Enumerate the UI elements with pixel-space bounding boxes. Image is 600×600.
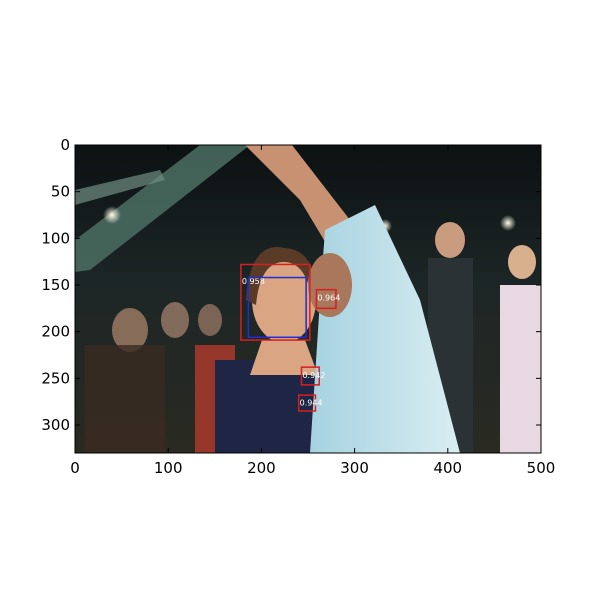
y-tick-label: 250 — [41, 369, 70, 387]
detection-box — [315, 288, 337, 310]
detection-box — [297, 394, 317, 412]
detection-score-label: 0.942 — [302, 371, 325, 380]
detection-box — [300, 366, 320, 386]
axes-frame — [74, 144, 542, 454]
x-tick-label: 500 — [527, 459, 556, 477]
x-tick-label: 400 — [433, 459, 462, 477]
x-tick-label: 100 — [154, 459, 183, 477]
y-tick-label: 50 — [51, 183, 70, 201]
photo — [75, 145, 541, 453]
x-tick-label: 0 — [70, 459, 80, 477]
detection-score-label: 0.964 — [317, 293, 340, 302]
y-tick-label: 100 — [41, 229, 70, 247]
axis-ticks: 0 100 200 300 400 500 0 50 100 150 200 250 300 — [41, 136, 555, 477]
y-tick-label: 200 — [41, 323, 70, 341]
detection-score-label: 0.958 — [242, 277, 265, 286]
detection-boxes: 0.958 0.964 0.942 0.944 — [240, 263, 340, 412]
detection-score-label: 0.944 — [300, 399, 323, 408]
y-tick-label: 150 — [41, 276, 70, 294]
y-tick-label: 0 — [60, 136, 70, 154]
detection-box — [240, 263, 311, 341]
y-tick-label: 300 — [41, 416, 70, 434]
x-tick-label: 200 — [247, 459, 276, 477]
x-tick-label: 300 — [340, 459, 369, 477]
detection-box — [247, 276, 307, 339]
